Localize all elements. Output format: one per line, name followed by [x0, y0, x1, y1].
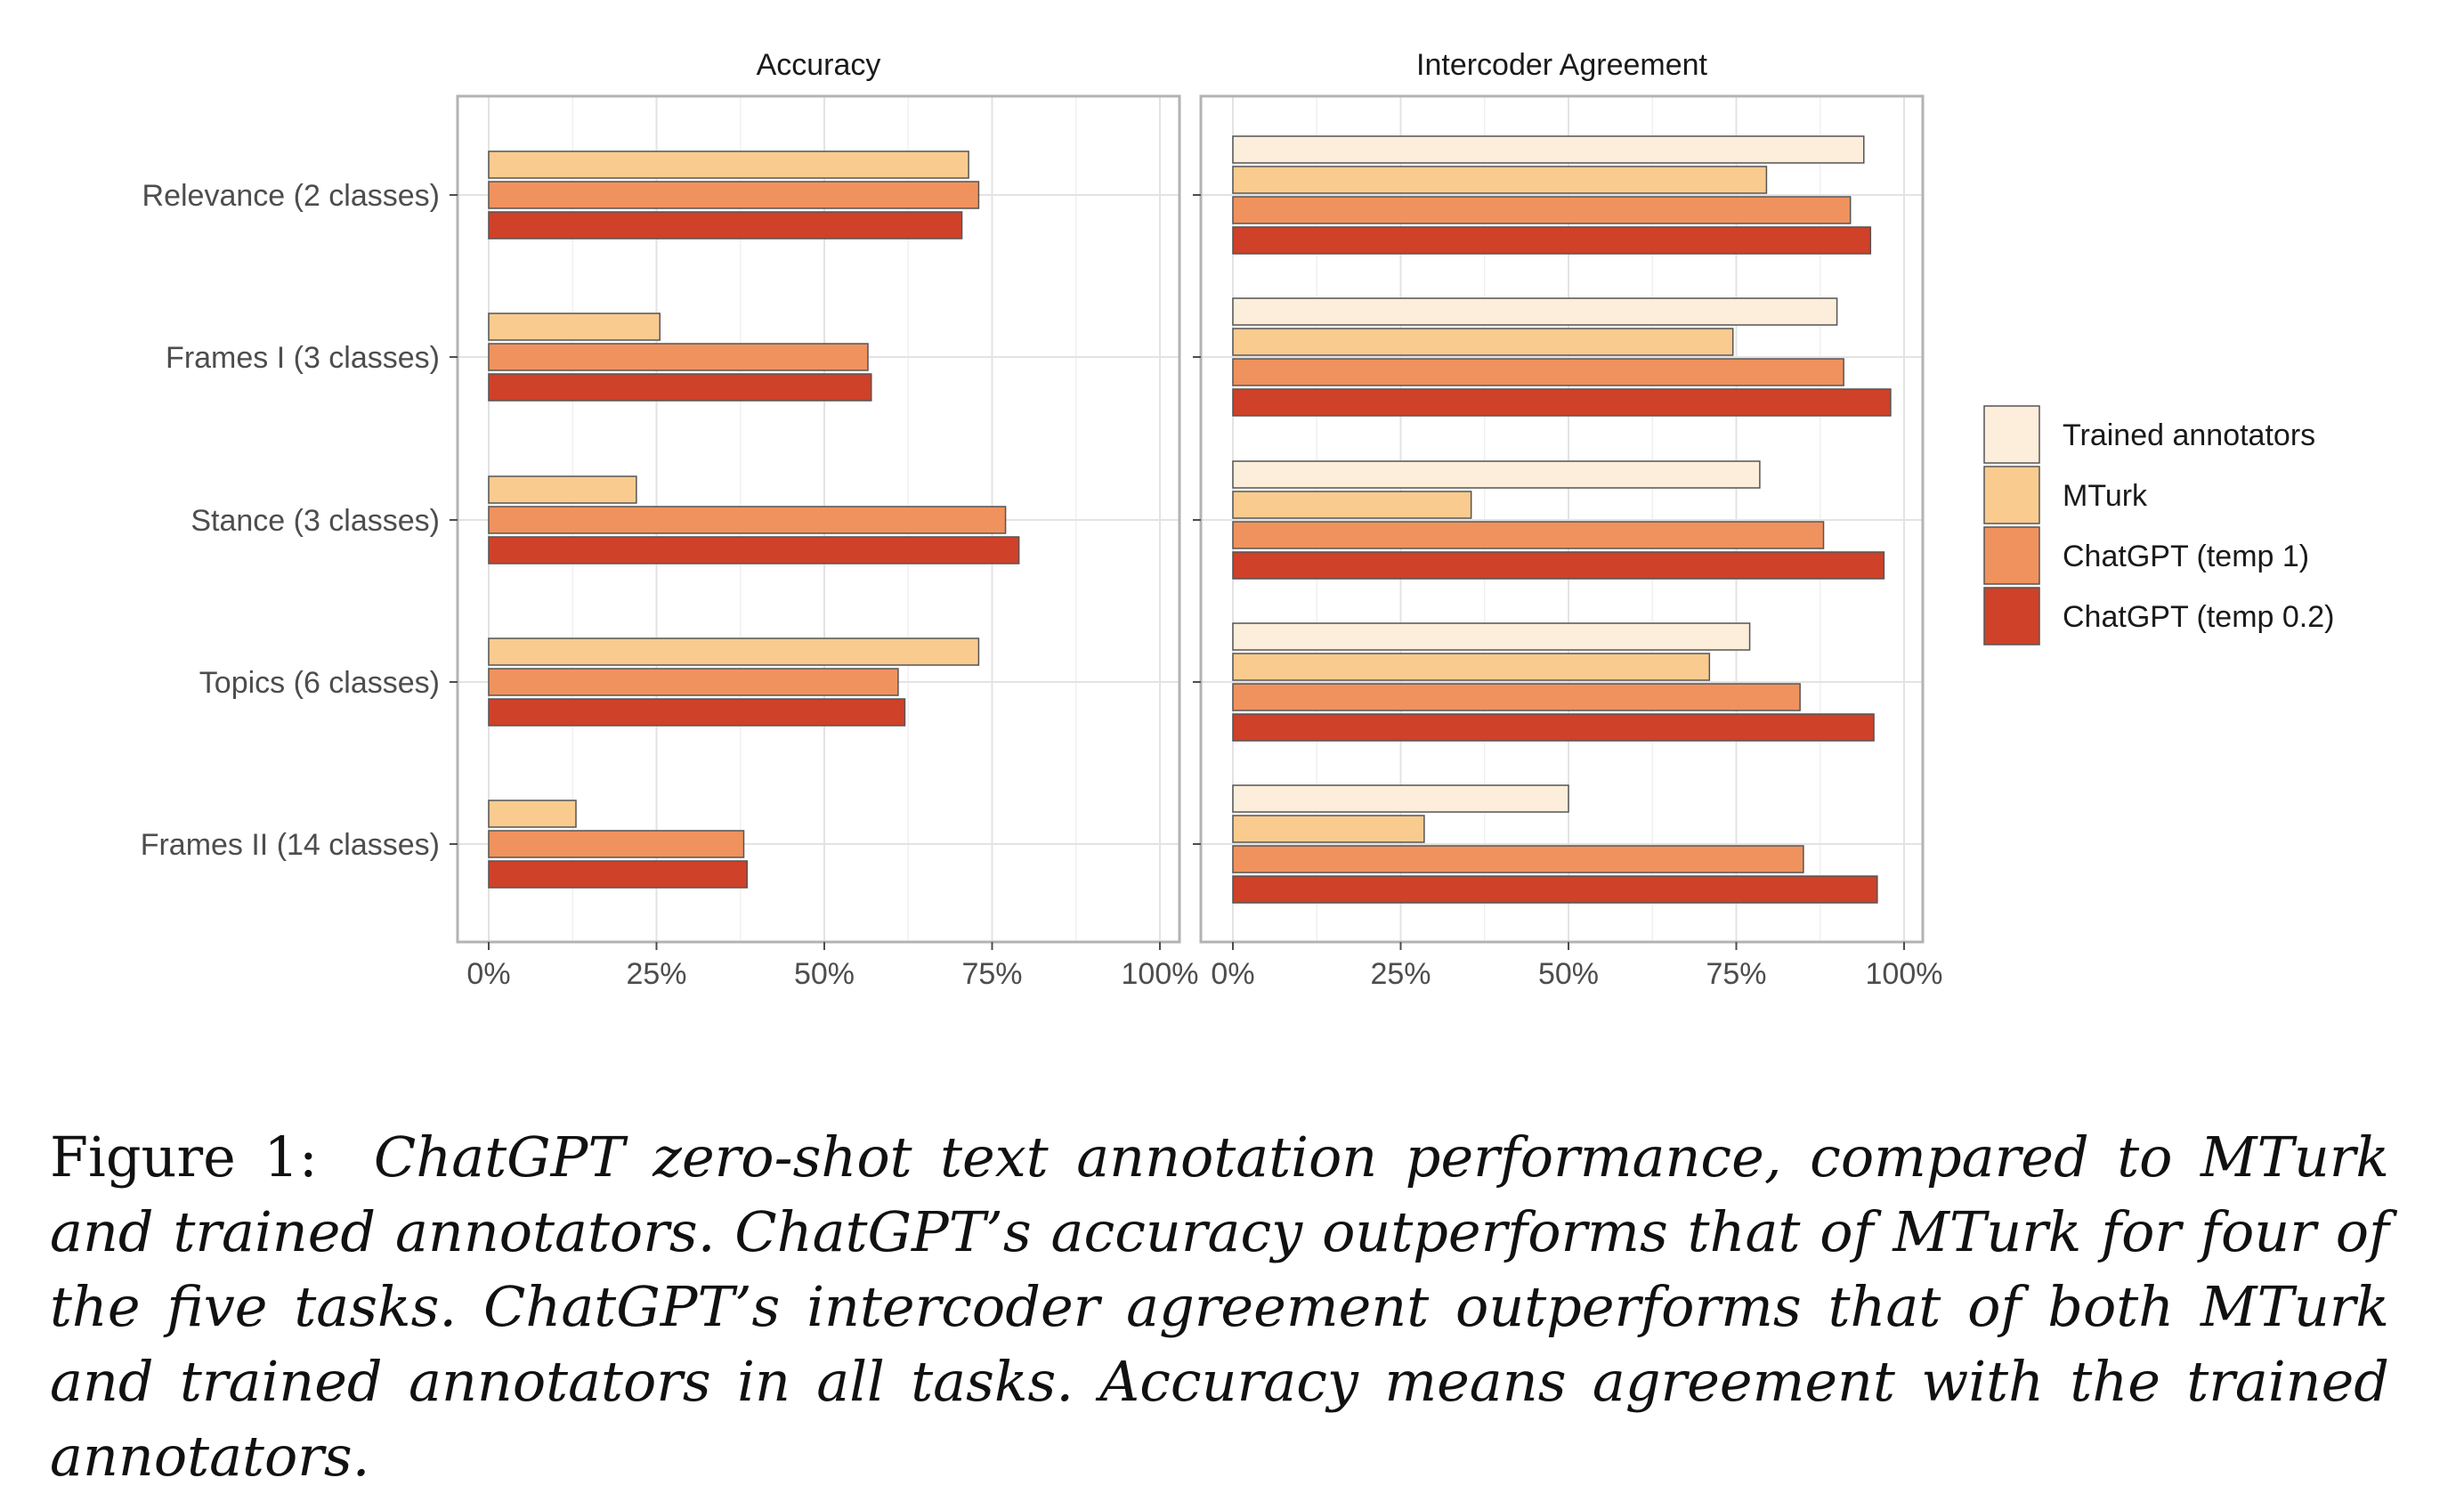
x-tick-label: 100%	[1866, 957, 1943, 991]
bar-chatgpt-temp-0-2-frames-i-3-classes	[1232, 388, 1892, 417]
bar-trained-annotators-frames-ii-14-classes	[1232, 784, 1569, 813]
bar-chatgpt-temp-1-stance-3-classes	[488, 506, 1007, 534]
bar-chatgpt-temp-1-frames-ii-14-classes	[488, 830, 745, 858]
bar-chart-figure: Accuracy 0% 25% 50% 75% 100% Relevance (2 clas…	[141, 48, 2335, 991]
legend-key-chatgpt-temp-0-2	[1983, 587, 2040, 646]
bar-mturk-relevance-2-classes	[488, 150, 969, 179]
legend-key-mturk	[1983, 466, 2040, 524]
panel-title: Accuracy	[757, 48, 881, 82]
legend-label: ChatGPT (temp 0.2)	[2063, 600, 2335, 634]
bar-chatgpt-temp-0-2-stance-3-classes	[1232, 551, 1885, 580]
bar-mturk-frames-i-3-classes	[1232, 328, 1734, 356]
legend-key-chatgpt-temp-1	[1983, 526, 2040, 585]
bar-chatgpt-temp-1-frames-i-3-classes	[1232, 358, 1844, 386]
x-tick-label: 0%	[1211, 957, 1254, 991]
bar-chatgpt-temp-0-2-frames-ii-14-classes	[1232, 875, 1878, 904]
bar-chatgpt-temp-0-2-topics-6-classes	[488, 698, 906, 727]
bar-chatgpt-temp-1-topics-6-classes	[1232, 683, 1801, 711]
legend-key-trained-annotators	[1983, 405, 2040, 464]
bar-mturk-stance-3-classes	[488, 475, 637, 504]
bar-chatgpt-temp-1-relevance-2-classes	[488, 181, 980, 209]
figure-caption: Figure 1: ChatGPT zero-shot text annotat…	[50, 1120, 2389, 1494]
x-tick-label: 0%	[466, 957, 510, 991]
bar-chatgpt-temp-1-topics-6-classes	[488, 668, 899, 696]
x-tick-label: 100%	[1122, 957, 1199, 991]
bar-mturk-relevance-2-classes	[1232, 166, 1768, 194]
y-tick-label: Stance (3 classes)	[190, 504, 440, 538]
bar-mturk-frames-ii-14-classes	[1232, 815, 1425, 843]
caption-prefix: Figure 1:	[50, 1125, 318, 1190]
y-tick-label: Frames II (14 classes)	[141, 828, 440, 862]
caption-text: ChatGPT zero-shot text annotation perfor…	[50, 1125, 2389, 1489]
y-tick-label: Topics (6 classes)	[199, 666, 440, 700]
bar-chatgpt-temp-0-2-stance-3-classes	[488, 536, 1020, 564]
bar-mturk-topics-6-classes	[488, 637, 980, 666]
legend-label: Trained annotators	[2063, 418, 2315, 452]
bar-trained-annotators-stance-3-classes	[1232, 460, 1761, 489]
panel-title: Intercoder Agreement	[1416, 48, 1708, 82]
legend-label: ChatGPT (temp 1)	[2063, 540, 2309, 573]
bar-chatgpt-temp-0-2-relevance-2-classes	[1232, 226, 1872, 255]
bar-chatgpt-temp-0-2-topics-6-classes	[1232, 713, 1875, 742]
bar-chatgpt-temp-0-2-frames-ii-14-classes	[488, 860, 749, 889]
bar-chatgpt-temp-0-2-relevance-2-classes	[488, 211, 963, 240]
bar-mturk-topics-6-classes	[1232, 653, 1711, 681]
x-tick-label: 25%	[1370, 957, 1431, 991]
x-tick-label: 50%	[794, 957, 855, 991]
bar-chatgpt-temp-1-relevance-2-classes	[1232, 196, 1852, 224]
bar-chatgpt-temp-1-stance-3-classes	[1232, 521, 1825, 549]
x-tick-label: 50%	[1538, 957, 1599, 991]
bar-trained-annotators-relevance-2-classes	[1232, 135, 1865, 164]
x-tick-label: 75%	[1706, 957, 1766, 991]
x-tick-label: 75%	[961, 957, 1022, 991]
x-tick-label: 25%	[626, 957, 686, 991]
bar-trained-annotators-topics-6-classes	[1232, 622, 1751, 651]
bar-mturk-frames-i-3-classes	[488, 313, 661, 341]
bar-mturk-stance-3-classes	[1232, 491, 1472, 519]
legend-label: MTurk	[2063, 479, 2148, 513]
bar-chatgpt-temp-1-frames-i-3-classes	[488, 343, 869, 371]
y-tick-label: Frames I (3 classes)	[166, 341, 440, 375]
bar-chatgpt-temp-1-frames-ii-14-classes	[1232, 845, 1804, 873]
bar-mturk-frames-ii-14-classes	[488, 800, 577, 828]
bar-trained-annotators-frames-i-3-classes	[1232, 297, 1838, 326]
bar-chatgpt-temp-0-2-frames-i-3-classes	[488, 373, 872, 402]
y-tick-label: Relevance (2 classes)	[142, 179, 440, 213]
